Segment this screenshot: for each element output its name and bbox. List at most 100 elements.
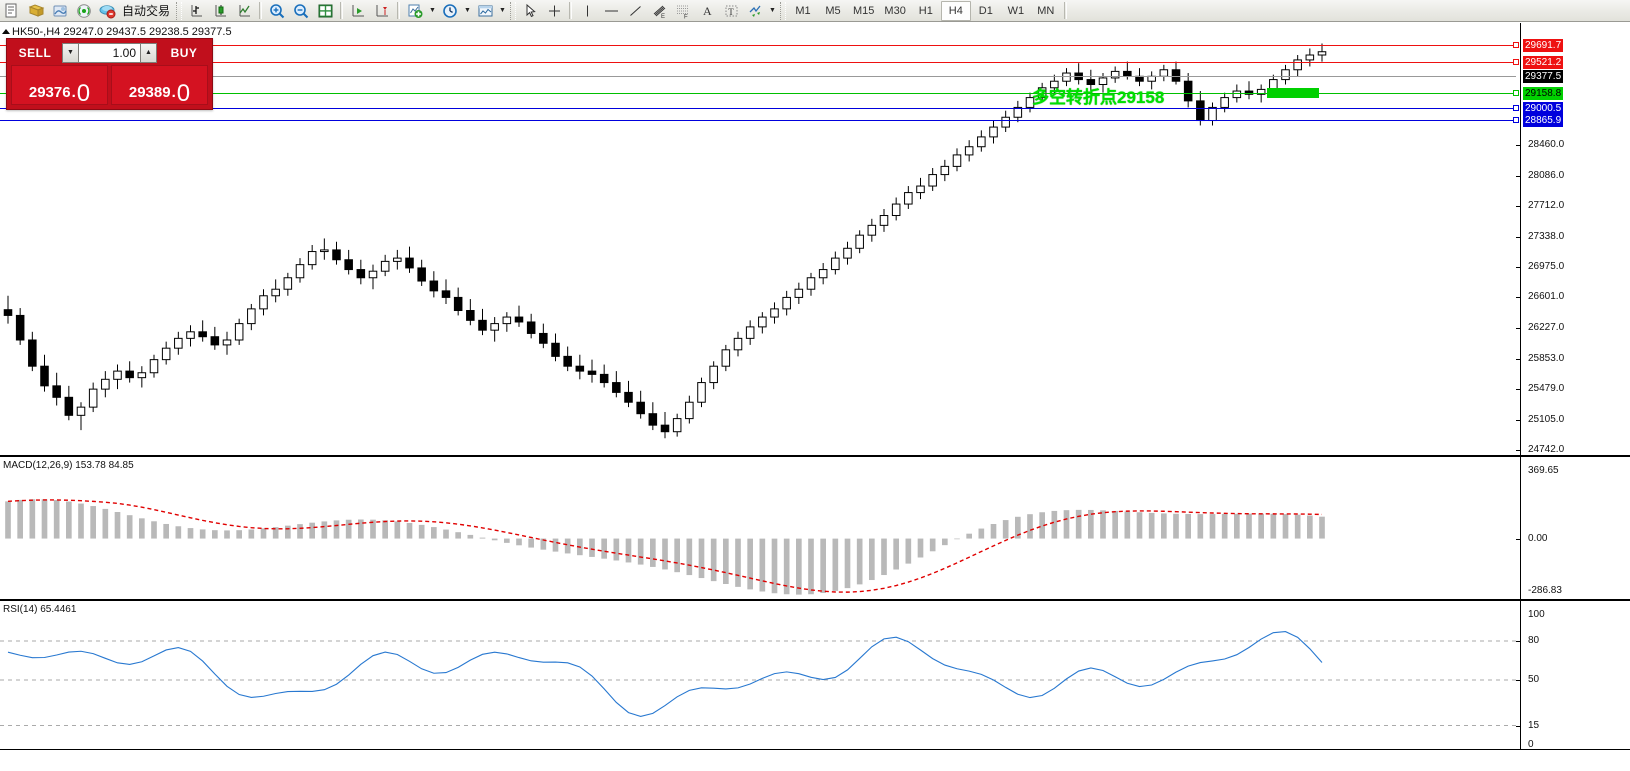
level-line-handle[interactable]	[1513, 117, 1519, 123]
annotation-text[interactable]: 多空转折点29158	[1032, 88, 1165, 107]
rsi-tick-label: 100	[1528, 609, 1545, 620]
price-tick-mark	[1516, 419, 1521, 421]
autotrade-button[interactable]: 自动交易	[122, 4, 171, 18]
periods-icon[interactable]	[438, 1, 462, 21]
candle-chart-icon[interactable]	[208, 1, 232, 21]
fibonacci-icon[interactable]: F	[671, 1, 695, 21]
timeframe-button-h4[interactable]: H4	[940, 0, 971, 21]
main-toolbar: 自动交易 ▼	[0, 0, 1630, 22]
price-tick-mark	[1516, 175, 1521, 177]
text-label-icon[interactable]: T	[719, 1, 743, 21]
price-tag-black: 29377.5	[1523, 70, 1564, 83]
indicators-icon[interactable]	[403, 1, 427, 21]
price-tick-label: 27712.0	[1528, 200, 1565, 212]
price-tick-label: 28086.0	[1528, 169, 1565, 181]
pane-separator-rsi[interactable]	[0, 599, 1630, 601]
svg-text:F: F	[684, 14, 688, 19]
zoom-out-icon[interactable]	[289, 1, 313, 21]
tile-windows-icon[interactable]	[313, 1, 337, 21]
news-icon[interactable]	[48, 1, 72, 21]
price-candles	[0, 43, 1520, 726]
one-click-trading-panel[interactable]: SELL ▼ 1.00 ▲ BUY 29376 . 0 29389 . 0	[6, 38, 213, 110]
price-tick-label: 27338.0	[1528, 230, 1565, 242]
toolbar-grip[interactable]	[510, 1, 517, 20]
buy-button[interactable]: 29389 . 0	[111, 65, 208, 105]
toolbar-separator	[340, 2, 344, 19]
chevron-down-icon[interactable]: ▼	[429, 7, 436, 14]
timeframe-button-w1[interactable]: W1	[1007, 4, 1025, 17]
sell-price-decimal-point: .	[71, 84, 76, 101]
rsi-tick-label: 80	[1528, 635, 1540, 646]
price-tag-red: 29521.2	[1523, 56, 1564, 69]
price-tick-label: 28460.0	[1528, 139, 1565, 151]
symbol-ohlc-label: HK50-,H4 29247.0 29437.5 29238.5 29377.5	[12, 26, 232, 38]
chart-collapse-icon[interactable]	[2, 29, 10, 34]
timeframe-button-m30[interactable]: M30	[884, 4, 906, 17]
toolbar-grip[interactable]	[176, 1, 183, 20]
price-tag-blue: 29000.5	[1523, 102, 1564, 115]
sell-label: SELL	[18, 45, 52, 60]
level-line-handle[interactable]	[1513, 90, 1519, 96]
level-line-handle[interactable]	[1513, 105, 1519, 111]
text-icon[interactable]: A	[695, 1, 719, 21]
price-tick-label: 25479.0	[1528, 383, 1565, 395]
timeframe-button-d1[interactable]: D1	[978, 4, 993, 17]
level-line-handle[interactable]	[1513, 42, 1519, 48]
crosshair-icon[interactable]	[542, 1, 566, 21]
volume-decrease-button[interactable]: ▼	[62, 42, 79, 63]
metaeditor-icon[interactable]	[96, 1, 120, 21]
shapes-icon[interactable]	[743, 1, 767, 21]
volume-stepper[interactable]: ▼ 1.00 ▲	[62, 42, 157, 63]
chevron-down-icon[interactable]: ▼	[769, 7, 776, 14]
bar-chart-icon[interactable]	[184, 1, 208, 21]
chart-shift-icon[interactable]	[370, 1, 394, 21]
timeframe-button-m5[interactable]: M5	[825, 4, 841, 17]
rsi-tick-mark	[1516, 641, 1521, 642]
templates-icon[interactable]	[473, 1, 497, 21]
trade-panel-prices: 29376 . 0 29389 . 0	[7, 65, 212, 109]
sell-button[interactable]: 29376 . 0	[11, 65, 108, 105]
macd-tick-label: 369.65	[1528, 465, 1559, 476]
level-line-segment	[0, 93, 1516, 94]
timeframe-button-m1[interactable]: M1	[795, 4, 811, 17]
buy-price-fraction: 0	[176, 79, 191, 107]
timeframe-button-m15[interactable]: M15	[853, 4, 875, 17]
macd-tick-label: 0.00	[1528, 532, 1548, 544]
data-folder-icon[interactable]	[24, 1, 48, 21]
horizontal-line-icon[interactable]	[599, 1, 623, 21]
toolbar-grip[interactable]	[780, 1, 787, 20]
price-tick-mark	[1516, 266, 1521, 268]
trendline-icon[interactable]	[623, 1, 647, 21]
toolbar-separator	[1063, 2, 1067, 19]
timeframe-button-mn[interactable]: MN	[1037, 4, 1055, 17]
volume-input[interactable]: 1.00	[79, 42, 140, 63]
signals-icon[interactable]	[72, 1, 96, 21]
price-tick-mark	[1516, 236, 1521, 238]
rsi-label: RSI(14) 65.4461	[3, 604, 77, 615]
level-line-handle[interactable]	[1513, 59, 1519, 65]
rsi-tick-label: 0	[1528, 739, 1534, 750]
equidistant-channel-icon[interactable]: E	[647, 1, 671, 21]
trade-panel-header: SELL ▼ 1.00 ▲ BUY	[7, 39, 212, 65]
line-chart-icon[interactable]	[232, 1, 256, 21]
zoom-in-icon[interactable]	[265, 1, 289, 21]
auto-scroll-icon[interactable]	[346, 1, 370, 21]
sell-price-fraction: 0	[76, 79, 91, 107]
volume-increase-button[interactable]: ▲	[140, 42, 157, 63]
buy-price-integer: 29389	[128, 84, 171, 101]
pane-separator-macd[interactable]	[0, 455, 1630, 457]
rsi-tick-mark	[1516, 680, 1521, 681]
price-tick-label: 26601.0	[1528, 291, 1565, 303]
chevron-down-icon[interactable]: ▼	[464, 7, 471, 14]
svg-text:A: A	[703, 4, 712, 18]
price-tick-mark	[1516, 449, 1521, 451]
vertical-line-icon[interactable]	[575, 1, 599, 21]
chart-canvas[interactable]: HK50-,H4 29247.0 29437.5 29238.5 29377.5…	[0, 22, 1630, 771]
timeframe-group: M1 M5 M15 M30 H1 H4 D1 W1 MN	[788, 0, 1061, 21]
cursor-icon[interactable]	[518, 1, 542, 21]
price-tick-mark	[1516, 206, 1521, 208]
timeframe-button-h1[interactable]: H1	[918, 4, 933, 17]
chevron-down-icon[interactable]: ▼	[499, 7, 506, 14]
new-order-icon[interactable]	[0, 1, 24, 21]
toolbar-separator	[569, 2, 573, 19]
